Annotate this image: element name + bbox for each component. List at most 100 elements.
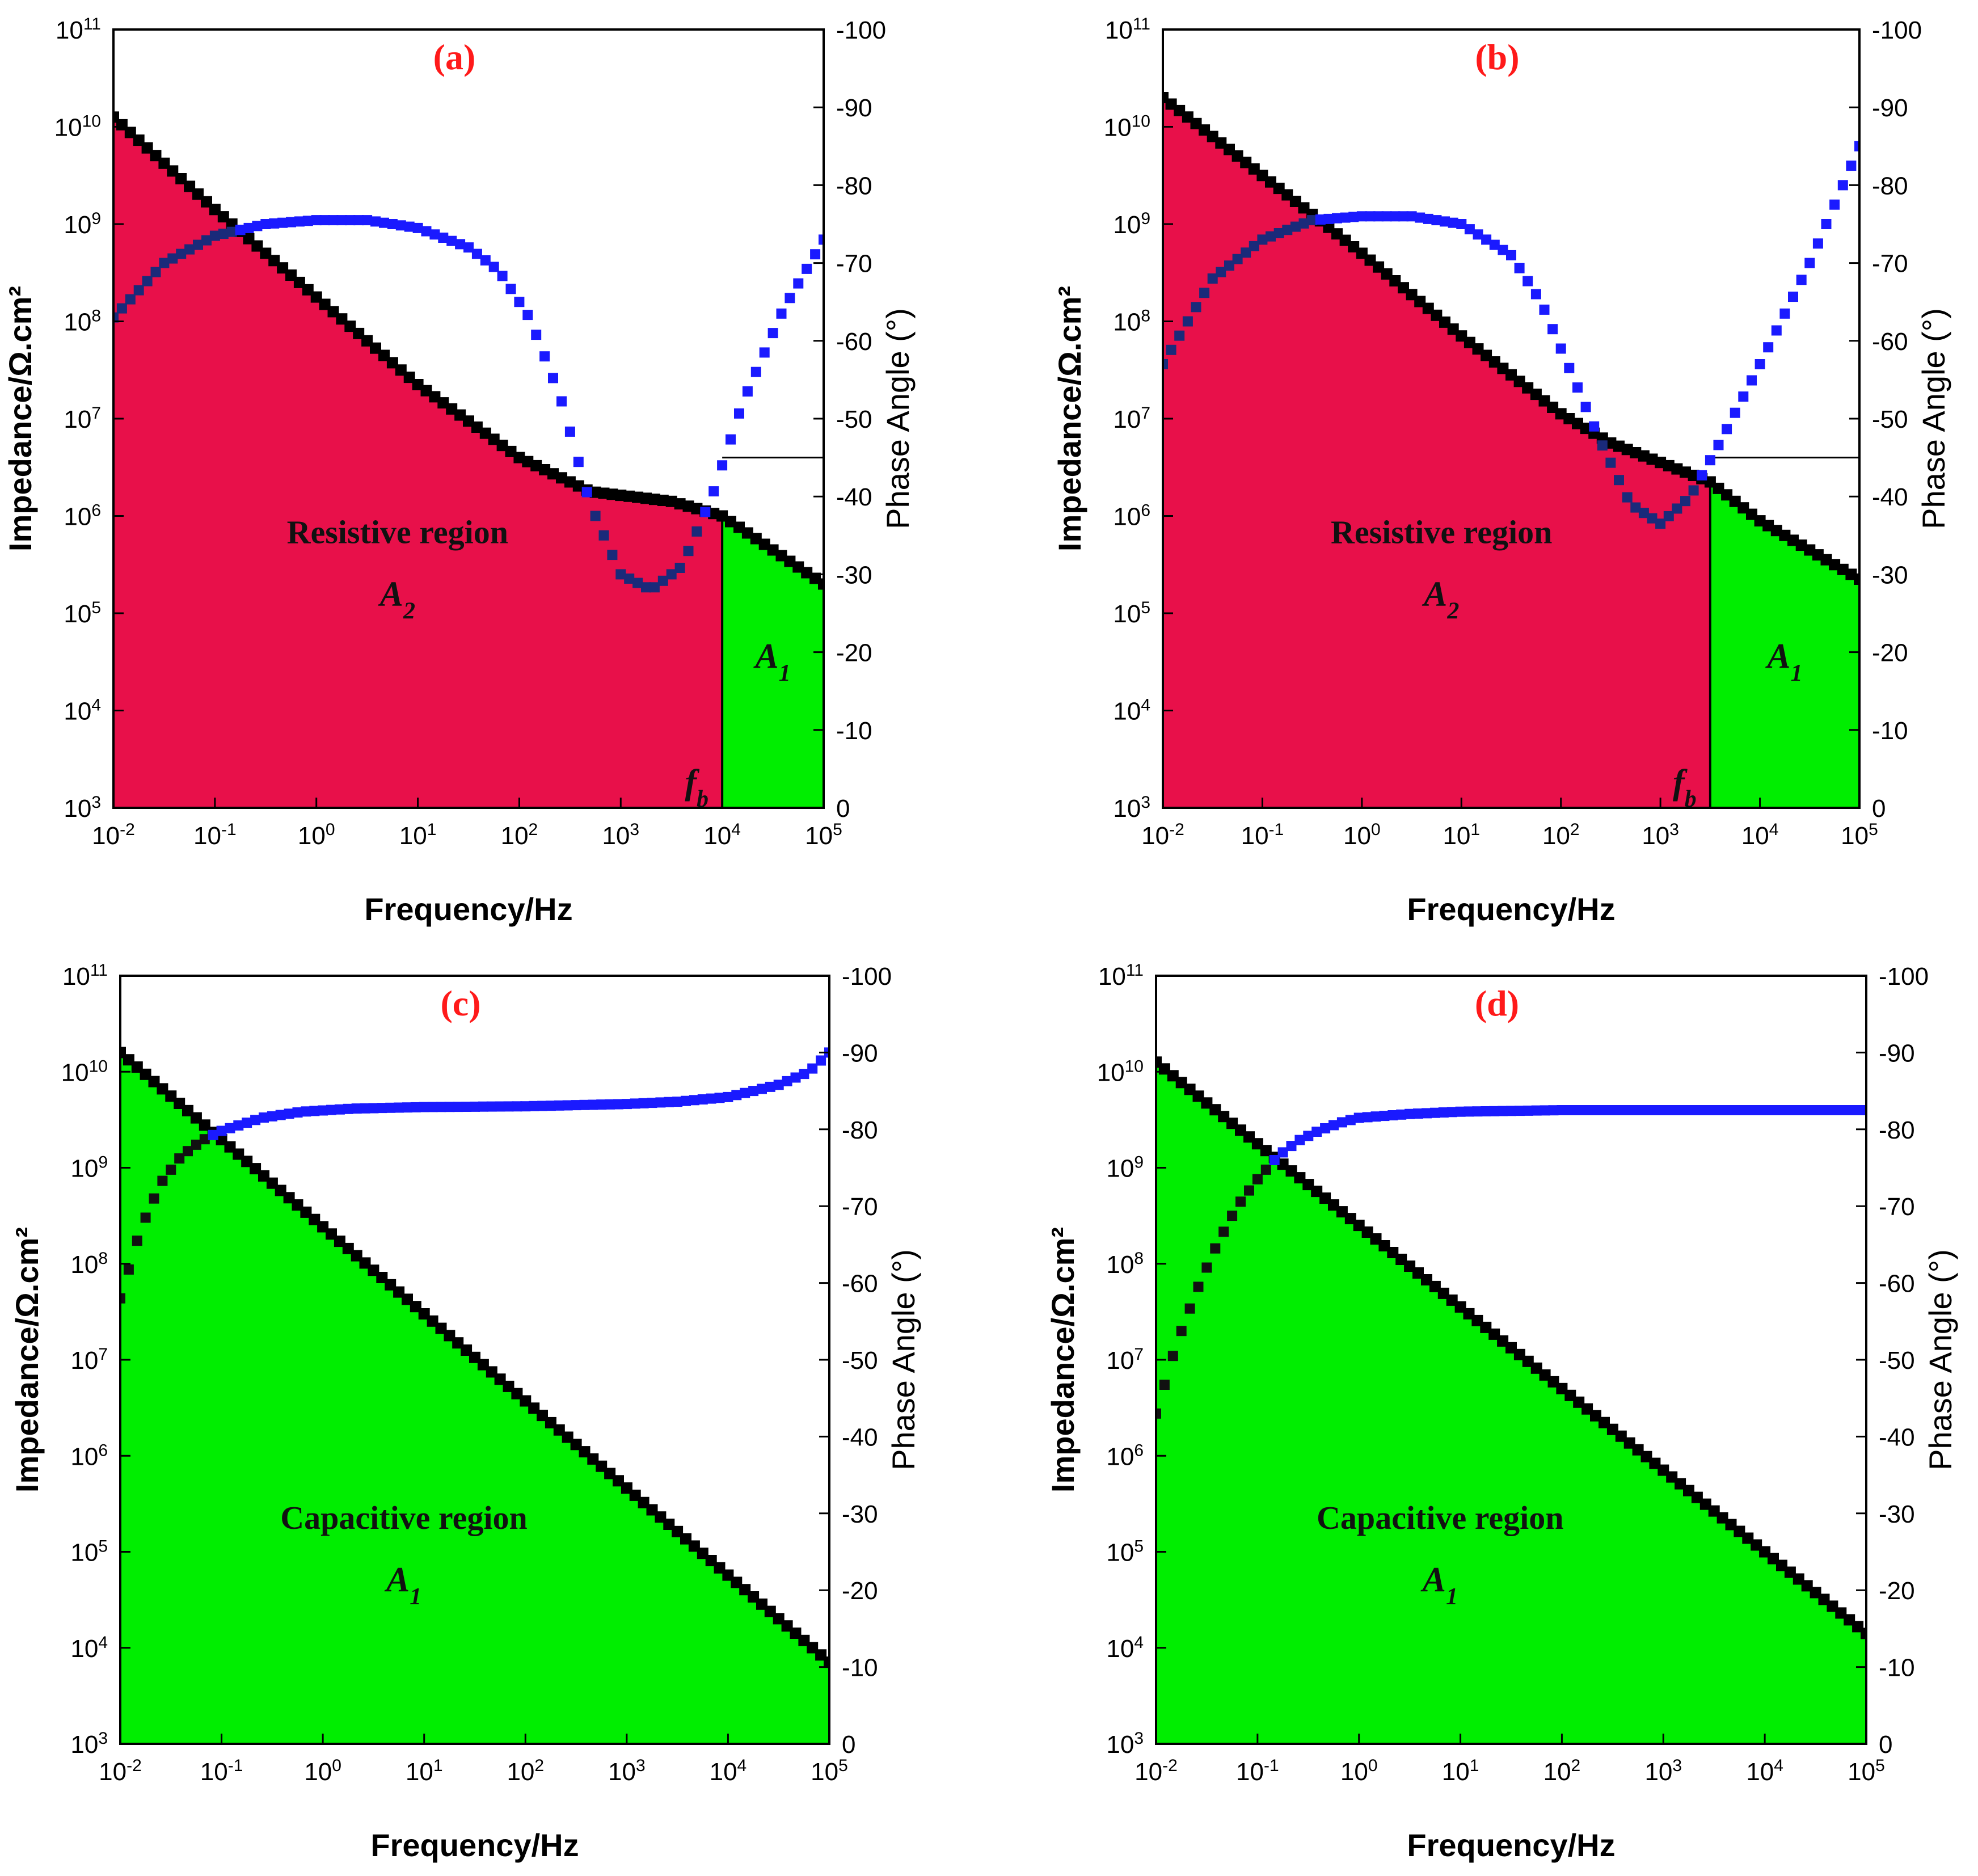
x-tick-label: 103 <box>602 820 639 850</box>
phase-point <box>1294 1135 1305 1145</box>
x-tick-label: 102 <box>501 820 538 850</box>
phase-point <box>537 1101 547 1111</box>
phase-point <box>1680 496 1690 507</box>
phase-point <box>1738 391 1749 402</box>
phase-point <box>740 1087 750 1098</box>
y-axis-title: Impedance/Ω.cm² <box>1052 286 1087 551</box>
region-title: Resistive region <box>287 514 508 551</box>
phase-point <box>1821 219 1832 229</box>
x-tick-label: 10-2 <box>1141 820 1184 850</box>
phase-point <box>1405 1108 1415 1119</box>
phase-point <box>157 1175 168 1186</box>
phase-point <box>1167 1351 1178 1361</box>
phase-point <box>1582 1105 1593 1115</box>
phase-point <box>150 267 161 277</box>
phase-point <box>1771 325 1782 336</box>
phase-point <box>191 1139 201 1150</box>
phase-point <box>767 328 778 339</box>
x-tick-label: 10-2 <box>99 1756 142 1786</box>
phase-point <box>1768 1105 1778 1115</box>
y-right-tick-label: -20 <box>1872 639 1908 667</box>
phase-point <box>379 217 389 228</box>
phase-point <box>726 434 736 445</box>
phase-point <box>318 1105 328 1116</box>
phase-point <box>328 215 339 226</box>
phase-point <box>1362 1112 1373 1123</box>
phase-point <box>1539 304 1550 315</box>
phase-point <box>311 215 322 226</box>
y-right-tick-label: -70 <box>1879 1193 1915 1221</box>
y-right-tick-label: -30 <box>1872 561 1908 589</box>
y-right-tick-label: -50 <box>1879 1347 1915 1375</box>
resistive-region-fill <box>113 117 723 808</box>
y-right-tick-label: -90 <box>842 1039 878 1067</box>
phase-point <box>522 310 533 321</box>
y-right-tick-label: -40 <box>1879 1423 1915 1451</box>
phase-point <box>1464 224 1475 235</box>
phase-point <box>1244 1185 1254 1196</box>
phase-point <box>233 1120 244 1131</box>
phase-point <box>1684 1105 1694 1115</box>
phase-point <box>1201 1262 1212 1273</box>
y-tick-label: 103 <box>70 1729 108 1759</box>
impedance-point <box>1854 574 1859 585</box>
phase-point <box>1861 1105 1866 1115</box>
phase-point <box>1574 1105 1584 1115</box>
phase-point <box>370 216 381 227</box>
phase-point <box>773 1080 784 1090</box>
y-tick-label: 103 <box>1106 1729 1144 1759</box>
phase-point <box>123 1264 134 1275</box>
y-right-tick-label: -70 <box>836 250 872 278</box>
phase-point <box>1398 211 1408 222</box>
phase-point <box>1547 324 1558 335</box>
phase-point <box>562 1100 573 1111</box>
y-tick-label: 104 <box>1113 695 1150 726</box>
phase-point <box>1456 219 1467 229</box>
phase-point <box>1340 212 1351 223</box>
impedance-point <box>824 1656 829 1668</box>
phase-point <box>717 460 728 471</box>
y-tick-label: 1010 <box>1104 112 1150 142</box>
phase-point <box>209 230 220 241</box>
phase-point <box>672 1097 683 1107</box>
y-tick-label: 1011 <box>1105 15 1150 45</box>
phase-point <box>1564 362 1575 373</box>
phase-point <box>395 220 406 231</box>
phase-point <box>1464 1106 1474 1117</box>
x-axis-title: Frequency/Hz <box>1407 1827 1615 1863</box>
phase-point <box>765 1081 775 1092</box>
phase-point <box>1315 214 1326 225</box>
phase-point <box>404 221 415 232</box>
phase-point <box>275 1110 286 1120</box>
phase-point <box>691 526 702 537</box>
impedance-point <box>120 1047 126 1059</box>
phase-point <box>1323 213 1334 224</box>
phase-point <box>1565 1105 1576 1115</box>
phase-point <box>277 217 288 228</box>
phase-point <box>581 487 592 498</box>
phase-point <box>816 1055 826 1066</box>
x-tick-label: 103 <box>1644 1756 1682 1786</box>
phase-point <box>1785 1105 1795 1115</box>
y-right-tick-label: -20 <box>1879 1577 1915 1605</box>
phase-point <box>267 1111 277 1122</box>
phase-point <box>1793 1105 1804 1115</box>
x-tick-label: 100 <box>1343 820 1381 850</box>
y-right-tick-label: -80 <box>842 1116 878 1144</box>
phase-point <box>799 1069 809 1080</box>
panel-label: (c) <box>440 983 480 1023</box>
region-symbol: A1 <box>1420 1561 1458 1610</box>
x-axis-title: Frequency/Hz <box>364 891 572 927</box>
phase-point <box>235 225 246 235</box>
phase-point <box>588 1099 598 1110</box>
phase-point <box>505 284 516 294</box>
phase-point <box>113 312 119 323</box>
phase-point <box>1597 440 1608 451</box>
phase-point <box>1269 1155 1280 1165</box>
y-tick-label: 104 <box>70 1633 108 1663</box>
phase-point <box>125 294 136 305</box>
phase-point <box>1370 1111 1381 1122</box>
x-tick-label: 103 <box>1642 820 1679 850</box>
phase-point <box>681 1095 691 1106</box>
